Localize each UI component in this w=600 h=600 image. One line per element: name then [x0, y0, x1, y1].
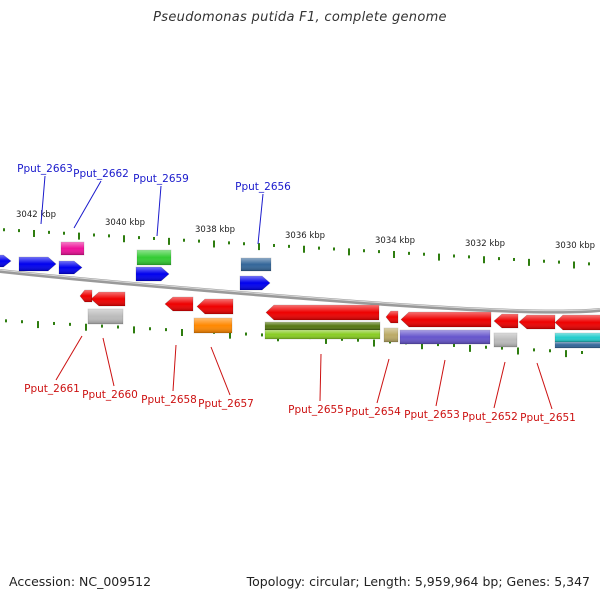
gene-arrow-shade: [165, 297, 193, 311]
scale-label: 3038 kbp: [195, 225, 235, 235]
feature-box-shade: [61, 242, 84, 255]
map-title: Pseudomonas putida F1, complete genome: [153, 10, 447, 25]
gene-label: Pput_2653: [404, 409, 460, 421]
gene-label: Pput_2662: [73, 168, 129, 180]
gene-arrow-shade: [401, 312, 491, 327]
gene-arrow-shade: [19, 257, 56, 271]
gene-label: Pput_2652: [462, 411, 518, 423]
gene-arrow-shade: [197, 299, 233, 314]
gene-arrow-shade: [494, 314, 518, 328]
feature-box-shade: [494, 333, 517, 347]
gene-label: Pput_2651: [520, 412, 576, 424]
gene-arrow-shade: [386, 311, 398, 323]
callout-line: [493, 361, 506, 409]
gene-label: Pput_2657: [198, 398, 254, 410]
callout-line: [376, 358, 390, 404]
callout-line: [536, 362, 553, 410]
scale-label: 3032 kbp: [465, 239, 505, 249]
callout-line: [156, 185, 162, 237]
feature-box-shade: [265, 322, 380, 330]
feature-box-shade: [137, 250, 171, 265]
scale-labels: 3042 kbp 3040 kbp 3038 kbp 3036 kbp 3034 kbp…: [16, 210, 595, 251]
gene-label: Pput_2658: [141, 394, 197, 406]
feature-box-shade: [88, 309, 123, 324]
gene-label: Pput_2655: [288, 404, 344, 416]
gene-arrow-shade: [240, 276, 270, 290]
feature-box-shade: [555, 342, 600, 348]
feature-box-shade: [400, 330, 490, 344]
feature-box-shade: [384, 328, 398, 342]
genome-backbone: [0, 269, 600, 314]
gene-label: Pput_2663: [17, 163, 73, 175]
gene-arrow-shade: [80, 290, 92, 302]
callout-line: [172, 344, 177, 392]
gene-label: Pput_2660: [82, 389, 138, 401]
gene-label: Pput_2661: [24, 383, 80, 395]
callout-line: [257, 193, 264, 245]
callout-line: [102, 337, 115, 387]
scale-label: 3040 kbp: [105, 218, 145, 228]
feature-box-shade: [241, 258, 271, 271]
gene-callouts: Pput_2663 Pput_2662 Pput_2659 Pput_2656 Pput…: [17, 163, 576, 424]
feature-box-shade: [265, 330, 380, 339]
callout-line: [55, 335, 83, 381]
feature-box-shade: [555, 333, 600, 342]
feature-box-shade: [194, 318, 232, 333]
gene-arrow-shade: [555, 315, 600, 330]
gene-features: [0, 241, 600, 349]
callout-line: [435, 359, 446, 407]
gene-label: Pput_2659: [133, 173, 189, 185]
scale-label: 3030 kbp: [555, 241, 595, 251]
gene-arrow-shade: [59, 261, 82, 274]
gene-arrow-shade: [266, 305, 379, 320]
callout-line: [40, 175, 46, 225]
genome-summary-text: Topology: circular; Length: 5,959,964 bp…: [246, 574, 590, 589]
gene-arrow-shade: [91, 292, 125, 306]
scale-ticks-top: [3, 228, 590, 269]
callout-line: [210, 346, 231, 396]
scale-label: 3034 kbp: [375, 236, 415, 246]
gene-arrow-shade: [0, 255, 11, 267]
callout-line: [73, 180, 102, 229]
gene-arrow-shade: [519, 315, 555, 329]
gene-label: Pput_2654: [345, 406, 401, 418]
gene-label: Pput_2656: [235, 181, 291, 193]
callout-line: [319, 353, 322, 402]
scale-label: 3042 kbp: [16, 210, 56, 220]
scale-label: 3036 kbp: [285, 231, 325, 241]
accession-text: Accession: NC_009512: [9, 574, 152, 589]
gene-arrow-shade: [136, 267, 169, 281]
